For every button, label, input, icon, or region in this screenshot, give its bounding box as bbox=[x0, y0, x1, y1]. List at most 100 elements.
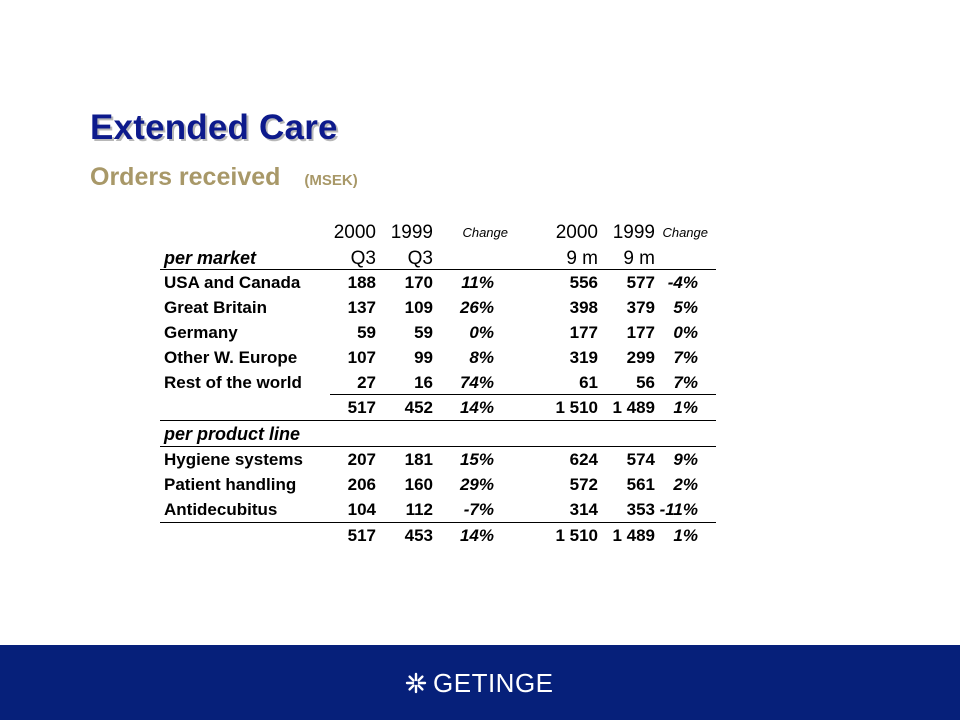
cell-9m-change: -4% bbox=[667, 273, 698, 292]
footer-bar: GETINGE bbox=[0, 645, 960, 720]
cell-q3-2000: 27 bbox=[357, 373, 376, 392]
cell-9m-2000: 556 bbox=[569, 273, 598, 292]
col-header-9m-2000: 9 m bbox=[566, 248, 598, 269]
cell-q3-change: -7% bbox=[463, 500, 494, 519]
total-q3-change: 14% bbox=[459, 526, 494, 545]
col-header-9m-2000-year: 2000 bbox=[555, 222, 598, 243]
cell-q3-1999: 181 bbox=[404, 450, 433, 469]
col-header-q3-1999-year: 1999 bbox=[390, 222, 433, 243]
cell-9m-change: 5% bbox=[673, 298, 698, 317]
cell-9m-2000: 572 bbox=[569, 475, 598, 494]
row-label: Germany bbox=[164, 323, 238, 342]
page-subtitle: Orders received (MSEK) bbox=[90, 163, 358, 192]
cell-q3-1999: 99 bbox=[414, 348, 433, 367]
orders-table: 2000 1999 Change 2000 1999 Change per ma… bbox=[160, 219, 716, 548]
cell-q3-2000: 59 bbox=[357, 323, 376, 342]
row-label: Hygiene systems bbox=[164, 450, 303, 469]
total-q3-1999: 453 bbox=[404, 526, 433, 545]
cell-q3-1999: 59 bbox=[414, 323, 433, 342]
cell-9m-change: 2% bbox=[673, 475, 698, 494]
total-9m-1999: 1 489 bbox=[612, 526, 655, 545]
cell-q3-1999: 160 bbox=[404, 475, 433, 494]
section-label-market: per market bbox=[164, 248, 257, 268]
cell-9m-1999: 577 bbox=[626, 273, 655, 292]
cell-q3-1999: 170 bbox=[404, 273, 433, 292]
total-q3-change: 14% bbox=[459, 398, 494, 417]
col-header-9m-1999-year: 1999 bbox=[612, 222, 655, 243]
cell-9m-1999: 177 bbox=[626, 323, 655, 342]
col-header-9m-change: Change bbox=[662, 225, 708, 240]
cell-9m-change: -11% bbox=[659, 500, 698, 519]
cell-q3-2000: 104 bbox=[347, 500, 376, 519]
col-header-q3-2000-year: 2000 bbox=[333, 222, 376, 243]
row-label: Patient handling bbox=[164, 475, 297, 494]
cell-q3-2000: 137 bbox=[347, 298, 376, 317]
col-header-q3-1999: Q3 bbox=[407, 248, 433, 269]
cell-q3-change: 11% bbox=[461, 273, 494, 292]
cell-q3-change: 8% bbox=[469, 348, 494, 367]
row-label: Great Britain bbox=[164, 298, 267, 317]
cell-9m-change: 7% bbox=[673, 348, 698, 367]
cell-9m-2000: 177 bbox=[569, 323, 598, 342]
cell-9m-change: 7% bbox=[673, 373, 698, 392]
total-9m-2000: 1 510 bbox=[555, 526, 598, 545]
table-row: Great Britain 137 109 26% 398 379 5% bbox=[160, 295, 716, 320]
logo-text: GETINGE bbox=[433, 668, 554, 698]
cell-9m-2000: 61 bbox=[579, 373, 598, 392]
cell-9m-2000: 319 bbox=[569, 348, 598, 367]
header-row-periods: per market Q3 Q3 9 m 9 m bbox=[160, 245, 716, 270]
total-9m-change: 1% bbox=[673, 526, 698, 545]
total-9m-change: 1% bbox=[673, 398, 698, 417]
col-header-q3-change: Change bbox=[462, 225, 508, 240]
cell-9m-2000: 398 bbox=[569, 298, 598, 317]
unit-label: (MSEK) bbox=[304, 172, 358, 189]
cell-q3-2000: 188 bbox=[347, 273, 376, 292]
table-row: Patient handling 206 160 29% 572 561 2% bbox=[160, 472, 716, 497]
total-9m-1999: 1 489 bbox=[612, 398, 655, 417]
snowflake-icon bbox=[405, 672, 427, 694]
cell-q3-2000: 207 bbox=[347, 450, 376, 469]
section-label-product: per product line bbox=[164, 424, 301, 444]
total-q3-1999: 452 bbox=[404, 398, 433, 417]
cell-q3-change: 15% bbox=[459, 450, 494, 469]
table-row: Hygiene systems 207 181 15% 624 574 9% bbox=[160, 447, 716, 472]
page-title: Extended Care bbox=[90, 108, 338, 147]
row-label: Other W. Europe bbox=[164, 348, 298, 367]
cell-q3-change: 26% bbox=[459, 298, 494, 317]
product-total-row: 517 453 14% 1 510 1 489 1% bbox=[160, 523, 716, 548]
cell-9m-1999: 574 bbox=[626, 450, 655, 469]
subtitle-text: Orders received bbox=[90, 163, 281, 191]
market-total-row: 517 452 14% 1 510 1 489 1% bbox=[160, 395, 716, 421]
total-q3-2000: 517 bbox=[347, 398, 376, 417]
cell-q3-change: 29% bbox=[459, 475, 494, 494]
cell-9m-1999: 561 bbox=[626, 475, 655, 494]
table-row: Antidecubitus 104 112 -7% 314 353 -11% bbox=[160, 497, 716, 523]
cell-q3-1999: 109 bbox=[404, 298, 433, 317]
row-label: Antidecubitus bbox=[164, 500, 278, 519]
cell-q3-2000: 107 bbox=[347, 348, 376, 367]
table-row: USA and Canada 188 170 11% 556 577 -4% bbox=[160, 270, 716, 295]
total-q3-2000: 517 bbox=[347, 526, 376, 545]
cell-9m-2000: 624 bbox=[569, 450, 598, 469]
cell-9m-1999: 379 bbox=[626, 298, 655, 317]
table-row: Rest of the world 27 16 74% 61 56 7% bbox=[160, 370, 716, 395]
col-header-q3-2000: Q3 bbox=[350, 248, 376, 269]
row-label: USA and Canada bbox=[164, 273, 301, 292]
cell-q3-change: 74% bbox=[459, 373, 494, 392]
getinge-logo: GETINGE bbox=[405, 669, 554, 697]
col-header-9m-1999: 9 m bbox=[623, 248, 655, 269]
table-row: Germany 59 59 0% 177 177 0% bbox=[160, 320, 716, 345]
row-label: Rest of the world bbox=[164, 373, 302, 392]
cell-q3-change: 0% bbox=[469, 323, 494, 342]
cell-q3-2000: 206 bbox=[347, 475, 376, 494]
cell-9m-1999: 56 bbox=[636, 373, 655, 392]
header-row-years: 2000 1999 Change 2000 1999 Change bbox=[160, 219, 716, 245]
table-row: Other W. Europe 107 99 8% 319 299 7% bbox=[160, 345, 716, 370]
total-9m-2000: 1 510 bbox=[555, 398, 598, 417]
cell-9m-2000: 314 bbox=[569, 500, 598, 519]
cell-9m-1999: 299 bbox=[626, 348, 655, 367]
cell-9m-1999: 353 bbox=[626, 500, 655, 519]
product-section-header: per product line bbox=[160, 421, 716, 447]
cell-9m-change: 0% bbox=[673, 323, 698, 342]
cell-q3-1999: 16 bbox=[414, 373, 433, 392]
